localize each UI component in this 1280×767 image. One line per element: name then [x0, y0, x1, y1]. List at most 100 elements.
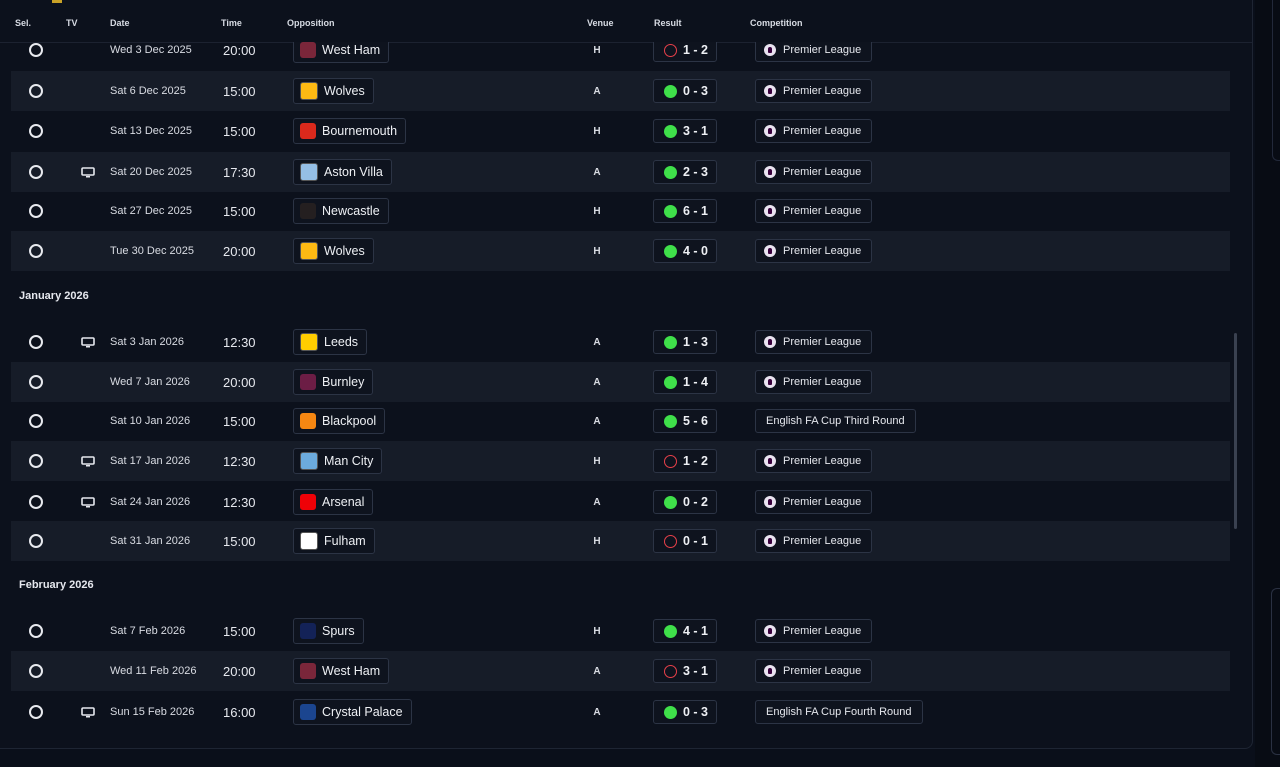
table-row[interactable]: Wed 3 Dec 2025 20:00 West Ham H 1 - 2 Premier…: [11, 42, 1230, 70]
radio-circle-icon[interactable]: [29, 375, 43, 389]
select-radio[interactable]: [27, 692, 45, 732]
opposition-chip[interactable]: Man City: [293, 448, 383, 474]
select-radio[interactable]: [27, 231, 45, 271]
opposition-chip[interactable]: Burnley: [293, 369, 374, 395]
competition-chip[interactable]: English FA Cup Third Round: [755, 409, 916, 433]
competition-chip[interactable]: Premier League: [755, 239, 873, 263]
result-chip[interactable]: 1 - 3: [653, 330, 718, 354]
table-row[interactable]: Sat 10 Jan 2026 15:00 Blackpool A 5 - 6 Engli…: [11, 401, 1230, 441]
opposition-chip[interactable]: Wolves: [293, 238, 374, 264]
opposition-chip[interactable]: Crystal Palace: [293, 699, 412, 725]
radio-circle-icon[interactable]: [29, 165, 43, 179]
competition-chip[interactable]: Premier League: [755, 79, 873, 103]
opposition-chip[interactable]: Newcastle: [293, 198, 389, 224]
result-chip[interactable]: 4 - 0: [653, 239, 718, 263]
competition-chip[interactable]: Premier League: [755, 370, 873, 394]
competition-chip[interactable]: English FA Cup Fourth Round: [755, 700, 923, 724]
competition-chip[interactable]: Premier League: [755, 619, 873, 643]
table-row[interactable]: Tue 30 Dec 2025 20:00 Wolves H 4 - 0 Premier …: [11, 231, 1230, 271]
header-venue[interactable]: Venue: [587, 18, 614, 28]
header-result[interactable]: Result: [654, 18, 682, 28]
table-row[interactable]: Sun 15 Feb 2026 16:00 Crystal Palace A 0 - 3…: [11, 692, 1230, 732]
result-chip[interactable]: 3 - 1: [653, 119, 718, 143]
result-chip[interactable]: 0 - 3: [653, 79, 718, 103]
radio-circle-icon[interactable]: [29, 624, 43, 638]
table-row[interactable]: Wed 11 Feb 2026 20:00 West Ham A 3 - 1 Premie…: [11, 651, 1230, 691]
select-radio[interactable]: [27, 152, 45, 192]
header-tv[interactable]: TV: [66, 18, 78, 28]
select-radio[interactable]: [27, 71, 45, 111]
result-chip[interactable]: 0 - 2: [653, 490, 718, 514]
header-date[interactable]: Date: [110, 18, 130, 28]
opposition-chip[interactable]: Leeds: [293, 329, 368, 355]
radio-circle-icon[interactable]: [29, 43, 43, 57]
competition-chip[interactable]: Premier League: [755, 330, 873, 354]
table-row[interactable]: Sat 3 Jan 2026 12:30 Leeds A 1 - 3 Premier Le…: [11, 322, 1230, 362]
opposition-chip[interactable]: Aston Villa: [293, 159, 392, 185]
table-row[interactable]: Sat 20 Dec 2025 17:30 Aston Villa A 2 - 3 Pre…: [11, 152, 1230, 192]
competition-chip[interactable]: Premier League: [755, 529, 873, 553]
select-radio[interactable]: [27, 611, 45, 651]
result-chip[interactable]: 0 - 1: [653, 529, 718, 553]
radio-circle-icon[interactable]: [29, 534, 43, 548]
table-row[interactable]: Sat 7 Feb 2026 15:00 Spurs H 4 - 1 Premier Le…: [11, 611, 1230, 651]
result-chip[interactable]: 1 - 2: [653, 42, 718, 62]
result-chip[interactable]: 1 - 4: [653, 370, 718, 394]
table-row[interactable]: Sat 27 Dec 2025 15:00 Newcastle H 6 - 1 Premi…: [11, 191, 1230, 231]
opposition-chip[interactable]: Wolves: [293, 78, 374, 104]
result-chip[interactable]: 1 - 2: [653, 449, 718, 473]
select-radio[interactable]: [27, 441, 45, 481]
header-opposition[interactable]: Opposition: [287, 18, 335, 28]
result-chip[interactable]: 6 - 1: [653, 199, 718, 223]
radio-circle-icon[interactable]: [29, 335, 43, 349]
select-radio[interactable]: [27, 401, 45, 441]
select-radio[interactable]: [27, 482, 45, 522]
radio-circle-icon[interactable]: [29, 124, 43, 138]
select-radio[interactable]: [27, 322, 45, 362]
result-chip[interactable]: 3 - 1: [653, 659, 718, 683]
opposition-chip[interactable]: West Ham: [293, 42, 390, 63]
table-row[interactable]: Sat 17 Jan 2026 12:30 Man City H 1 - 2 Premie…: [11, 441, 1230, 481]
table-row[interactable]: Wed 7 Jan 2026 20:00 Burnley A 1 - 4 Premier …: [11, 362, 1230, 402]
result-chip[interactable]: 4 - 1: [653, 619, 718, 643]
competition-chip[interactable]: Premier League: [755, 199, 873, 223]
competition-chip[interactable]: Premier League: [755, 449, 873, 473]
competition-chip[interactable]: Premier League: [755, 42, 873, 62]
radio-circle-icon[interactable]: [29, 664, 43, 678]
competition-chip[interactable]: Premier League: [755, 160, 873, 184]
fixtures-list[interactable]: January 2026 February 2026 Wed 3 Dec 202…: [0, 42, 1252, 748]
opposition-chip[interactable]: West Ham: [293, 658, 390, 684]
radio-circle-icon[interactable]: [29, 204, 43, 218]
radio-circle-icon[interactable]: [29, 705, 43, 719]
select-radio[interactable]: [27, 651, 45, 691]
table-row[interactable]: Sat 13 Dec 2025 15:00 Bournemouth H 3 - 1 Pre…: [11, 111, 1230, 151]
select-radio[interactable]: [27, 191, 45, 231]
header-competition[interactable]: Competition: [750, 18, 803, 28]
radio-circle-icon[interactable]: [29, 454, 43, 468]
radio-circle-icon[interactable]: [29, 244, 43, 258]
header-sel[interactable]: Sel.: [15, 18, 32, 28]
select-radio[interactable]: [27, 521, 45, 561]
opposition-chip[interactable]: Arsenal: [293, 489, 374, 515]
scrollbar-thumb[interactable]: [1234, 333, 1237, 529]
result-chip[interactable]: 5 - 6: [653, 409, 718, 433]
opposition-chip[interactable]: Bournemouth: [293, 118, 407, 144]
opposition-chip[interactable]: Fulham: [293, 528, 375, 554]
select-radio[interactable]: [27, 42, 45, 70]
select-radio[interactable]: [27, 362, 45, 402]
select-radio[interactable]: [27, 111, 45, 151]
opposition-chip[interactable]: Spurs: [293, 618, 364, 644]
competition-chip[interactable]: Premier League: [755, 119, 873, 143]
result-chip[interactable]: 0 - 3: [653, 700, 718, 724]
header-time[interactable]: Time: [221, 18, 242, 28]
competition-chip[interactable]: Premier League: [755, 490, 873, 514]
table-row[interactable]: Sat 6 Dec 2025 15:00 Wolves A 0 - 3 Premier L…: [11, 71, 1230, 111]
competition-chip[interactable]: Premier League: [755, 659, 873, 683]
table-row[interactable]: Sat 31 Jan 2026 15:00 Fulham H 0 - 1 Premier …: [11, 521, 1230, 561]
radio-circle-icon[interactable]: [29, 84, 43, 98]
table-row[interactable]: Sat 24 Jan 2026 12:30 Arsenal A 0 - 2 Premier…: [11, 482, 1230, 522]
result-chip[interactable]: 2 - 3: [653, 160, 718, 184]
opposition-chip[interactable]: Blackpool: [293, 408, 386, 434]
radio-circle-icon[interactable]: [29, 495, 43, 509]
radio-circle-icon[interactable]: [29, 414, 43, 428]
